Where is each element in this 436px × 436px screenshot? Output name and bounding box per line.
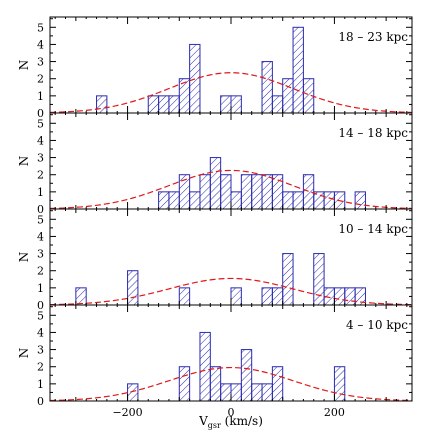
histogram-bar [189, 191, 201, 210]
histogram-bar [333, 287, 346, 306]
y-tick-label: 1 [37, 186, 44, 199]
y-tick-label: 4 [37, 230, 44, 243]
panel-title: 4 – 10 kpc [346, 318, 408, 332]
histogram-bar [75, 287, 87, 306]
panel-4: 0 1 2 3 4 5 −200 0 200 N 4 – 10 kpc [17, 304, 413, 419]
y-tick-label: 1 [37, 90, 44, 103]
histogram-bar [230, 287, 242, 306]
histogram-bar [240, 174, 253, 210]
histogram-bar [282, 191, 294, 210]
panel-1: 0 1 2 3 4 5 N 18 – 23 kpc [17, 16, 413, 120]
histogram-bar [323, 191, 335, 210]
histogram-bar [96, 95, 108, 114]
y-tick-label: 4 [37, 134, 44, 147]
svg-text:Vgsr (km/s): Vgsr (km/s) [198, 414, 263, 430]
histogram-bar [271, 174, 284, 210]
y-tick-label: 0 [37, 395, 44, 408]
y-tick-label: 5 [37, 309, 44, 322]
gaussian-fit-curve [49, 169, 413, 210]
panel-title: 18 – 23 kpc [338, 30, 408, 44]
histogram-bar [333, 366, 346, 402]
y-axis-label: N [17, 252, 31, 263]
panel-title: 14 – 18 kpc [338, 126, 408, 140]
y-axis-label: N [17, 348, 31, 359]
panel-3: 0 1 2 3 4 5 N 10 – 14 kpc [17, 208, 413, 312]
histogram-bar [178, 287, 191, 306]
histogram-bar [127, 270, 139, 306]
histogram-bar [178, 366, 191, 402]
y-tick-label: 1 [37, 282, 44, 295]
histogram-bar [199, 174, 211, 210]
y-tick-label: 2 [37, 169, 44, 182]
histogram-bar [271, 366, 284, 402]
panel-title: 10 – 14 kpc [338, 222, 408, 236]
y-tick-label: 2 [37, 361, 44, 374]
y-tick-label: 0 [37, 107, 44, 120]
y-tick-label: 3 [37, 56, 44, 69]
histogram-bar [199, 331, 211, 402]
y-tick-label: 2 [37, 73, 44, 86]
y-tick-label: 5 [37, 21, 44, 34]
histogram-bar [240, 349, 253, 402]
x-tick-label: 0 [228, 406, 235, 419]
x-axis-title: Vgsr (km/s) [198, 414, 263, 430]
histogram-bar [292, 26, 304, 114]
y-axis-label: N [17, 60, 31, 71]
y-tick-label: 2 [37, 265, 44, 278]
x-axis-title-unit: (km/s) [221, 414, 263, 428]
histogram-bar [271, 287, 284, 306]
y-axis-label: N [17, 156, 31, 167]
histogram-bar [313, 253, 325, 306]
histogram-bar [261, 383, 273, 402]
y-tick-label: 3 [37, 152, 44, 165]
histogram-bar [230, 95, 242, 114]
histogram-bar [251, 174, 263, 210]
histogram-bar [127, 383, 139, 402]
histogram-bar [158, 95, 170, 114]
histogram-bar [344, 287, 356, 306]
y-tick-label: 0 [37, 299, 44, 312]
y-tick-label: 5 [37, 213, 44, 226]
histogram-bar [354, 191, 366, 210]
y-tick-label: 1 [37, 378, 44, 391]
gaussian-fit-curve [49, 277, 413, 306]
x-tick-label: 200 [324, 406, 345, 419]
histogram-bar [302, 174, 315, 210]
y-tick-label: 0 [37, 203, 44, 216]
y-tick-label: 5 [37, 117, 44, 130]
x-axis-title-subscript: gsr [208, 421, 221, 430]
histogram-bar [147, 95, 160, 114]
histogram-bar [209, 366, 222, 402]
y-tick-label: 3 [37, 344, 44, 357]
histogram-bar [282, 253, 294, 306]
panel-2: 0 1 2 3 4 5 N 14 – 18 kpc [17, 112, 413, 216]
histogram-bar [313, 191, 325, 210]
histogram-bar [209, 157, 222, 210]
histogram-bar [251, 383, 263, 402]
histogram-bar [158, 191, 170, 210]
y-tick-label: 4 [37, 326, 44, 339]
histogram-bar [178, 78, 191, 114]
x-axis-title-main: V [198, 414, 208, 428]
histogram-bar [271, 95, 284, 114]
histogram-bar [168, 191, 180, 210]
histogram-bar [282, 78, 294, 114]
histogram-bar [230, 191, 242, 210]
y-tick-label: 3 [37, 248, 44, 261]
histogram-bar [220, 174, 232, 210]
histogram-bar [220, 95, 232, 114]
x-tick-label: −200 [112, 406, 142, 419]
histogram-bar [230, 383, 242, 402]
histogram-bar [261, 287, 273, 306]
histogram-bar [261, 61, 273, 114]
histogram-bar [292, 191, 304, 210]
y-tick-label: 4 [37, 38, 44, 51]
histogram-bar [220, 383, 232, 402]
histogram-bar [168, 95, 180, 114]
gaussian-fit-curve [49, 366, 413, 402]
histogram-bar [261, 174, 273, 210]
